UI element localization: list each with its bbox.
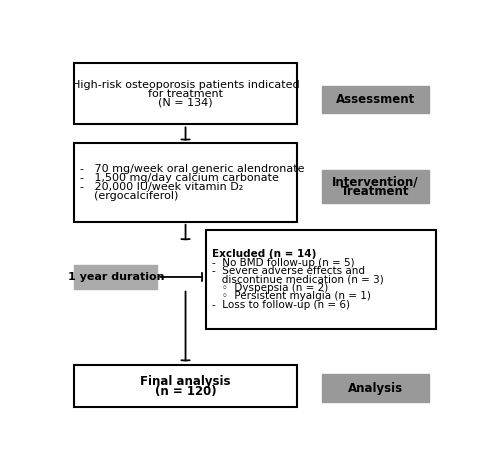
FancyBboxPatch shape [74, 143, 297, 222]
FancyBboxPatch shape [74, 265, 158, 289]
FancyBboxPatch shape [74, 63, 297, 124]
Text: -  No BMD follow-up (n = 5): - No BMD follow-up (n = 5) [212, 258, 354, 268]
Text: ◦  Dyspepsia (n = 2): ◦ Dyspepsia (n = 2) [212, 283, 328, 293]
FancyBboxPatch shape [74, 365, 297, 407]
Text: -  Loss to follow-up (n = 6): - Loss to follow-up (n = 6) [212, 300, 350, 310]
Text: for treatment: for treatment [148, 89, 223, 99]
Text: Assessment: Assessment [336, 93, 415, 106]
Text: (n = 120): (n = 120) [154, 384, 216, 398]
Text: Treatment: Treatment [341, 185, 409, 198]
Text: (N = 134): (N = 134) [158, 98, 213, 108]
Text: Analysis: Analysis [348, 382, 403, 394]
Text: Excluded (n = 14): Excluded (n = 14) [212, 249, 316, 259]
FancyBboxPatch shape [322, 170, 428, 203]
FancyBboxPatch shape [322, 374, 428, 402]
FancyBboxPatch shape [206, 230, 436, 329]
FancyBboxPatch shape [322, 86, 428, 113]
Text: 1 year duration: 1 year duration [68, 272, 164, 282]
Text: Final analysis: Final analysis [140, 375, 231, 388]
Text: -   20,000 IU/week vitamin D₂: - 20,000 IU/week vitamin D₂ [80, 182, 243, 192]
Text: -   1,500 mg/day calcium carbonate: - 1,500 mg/day calcium carbonate [80, 173, 279, 183]
Text: Intervention/: Intervention/ [332, 175, 418, 188]
Text: -   70 mg/week oral generic alendronate: - 70 mg/week oral generic alendronate [80, 164, 304, 174]
Text: (ergocalciferol): (ergocalciferol) [80, 191, 178, 201]
Text: discontinue medication (n = 3): discontinue medication (n = 3) [212, 274, 384, 284]
Text: High-risk osteoporosis patients indicated: High-risk osteoporosis patients indicate… [72, 80, 300, 90]
Text: ◦  Persistent myalgia (n = 1): ◦ Persistent myalgia (n = 1) [212, 291, 370, 301]
Text: -  Severe adverse effects and: - Severe adverse effects and [212, 266, 364, 276]
